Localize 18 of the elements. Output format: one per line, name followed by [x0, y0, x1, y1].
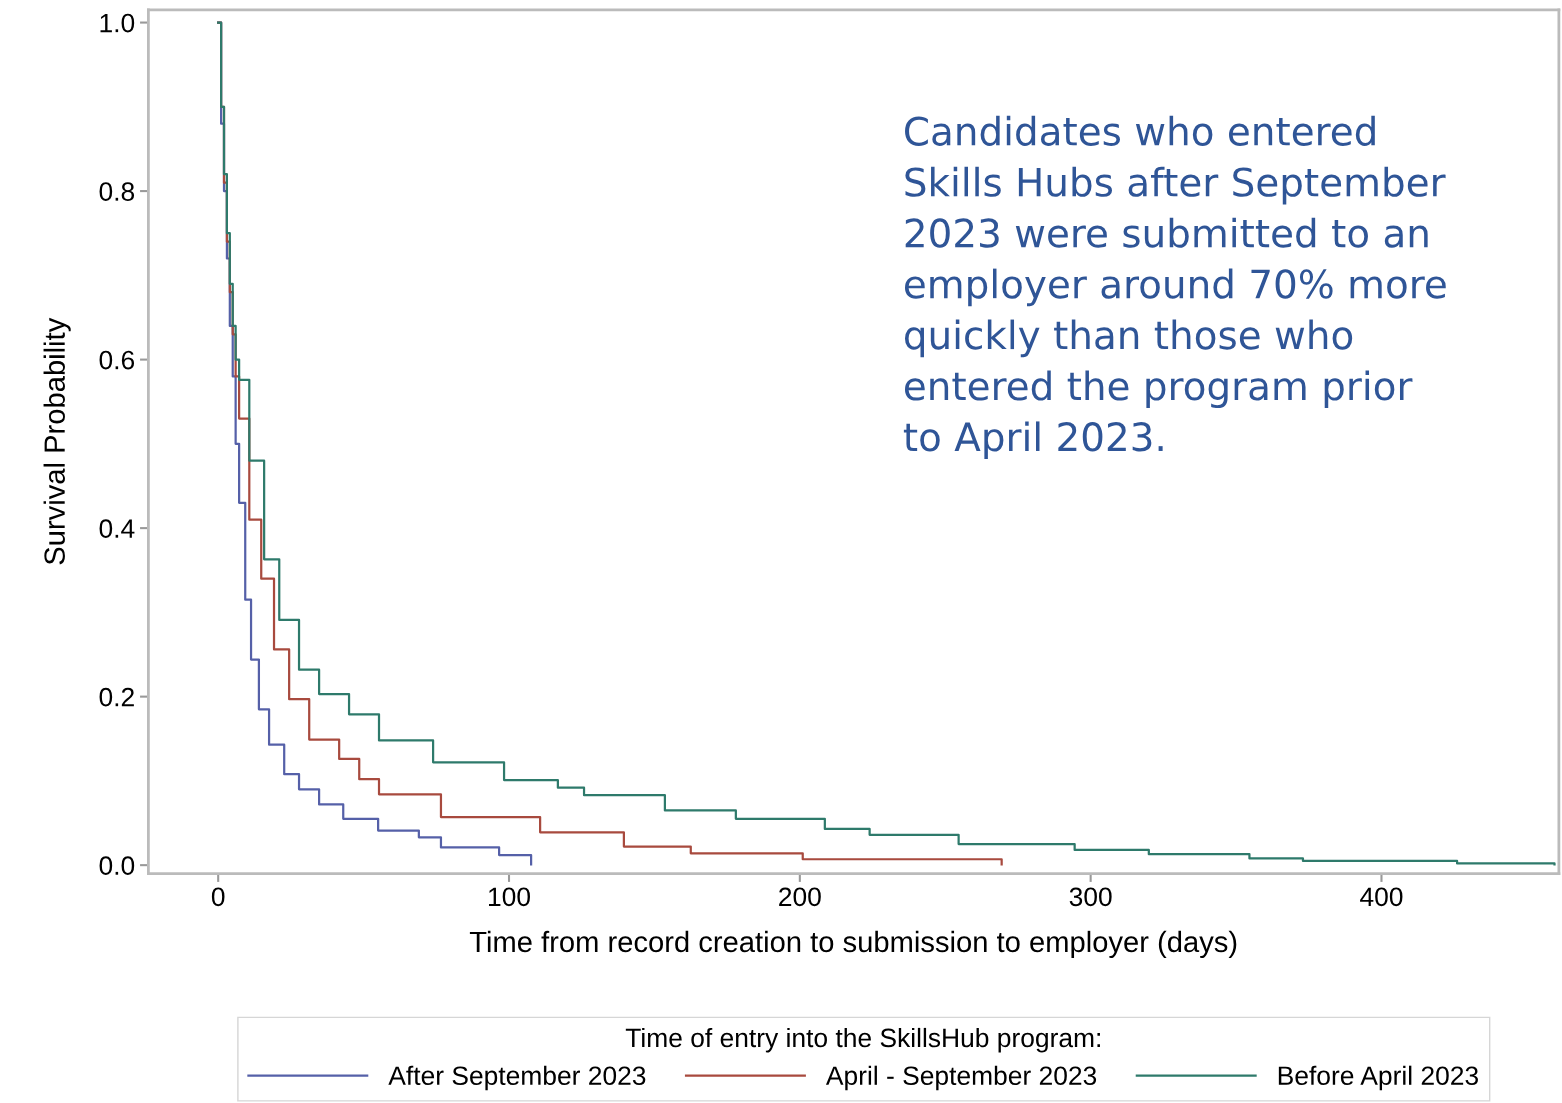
legend-label: Before April 2023 [1278, 1065, 1478, 1091]
x-axis-title: Time from record creation to submission to employer (days) [469, 930, 1237, 958]
y-tick-label: 0.6 [99, 350, 135, 370]
x-tick-label: 200 [779, 887, 821, 907]
legend-label: After September 2023 [388, 1065, 646, 1091]
annotation: Candidates who entered Skills Hubs after September 2023 were submitted to an employer around 70% more quickly than those who entered the program prior to April 2023. [903, 115, 1446, 460]
y-tick-label: 1.0 [100, 13, 135, 33]
legend-label: April - September 2023 [825, 1065, 1097, 1091]
y-axis-title: Survival Probability [43, 317, 71, 565]
y-tick-label: 0.4 [99, 519, 135, 538]
x-tick-label: 300 [1069, 887, 1112, 907]
legend-title: Time of entry into the SkillsHub program: [625, 1027, 1100, 1053]
x-tick-label: 400 [1360, 887, 1403, 907]
y-tick-label: 0.8 [99, 182, 135, 201]
y-tick-label: 0.2 [99, 687, 134, 707]
x-tick-label: 0 [211, 887, 225, 907]
y-tick-label: 0.0 [99, 856, 135, 875]
x-tick-label: 100 [489, 887, 530, 907]
